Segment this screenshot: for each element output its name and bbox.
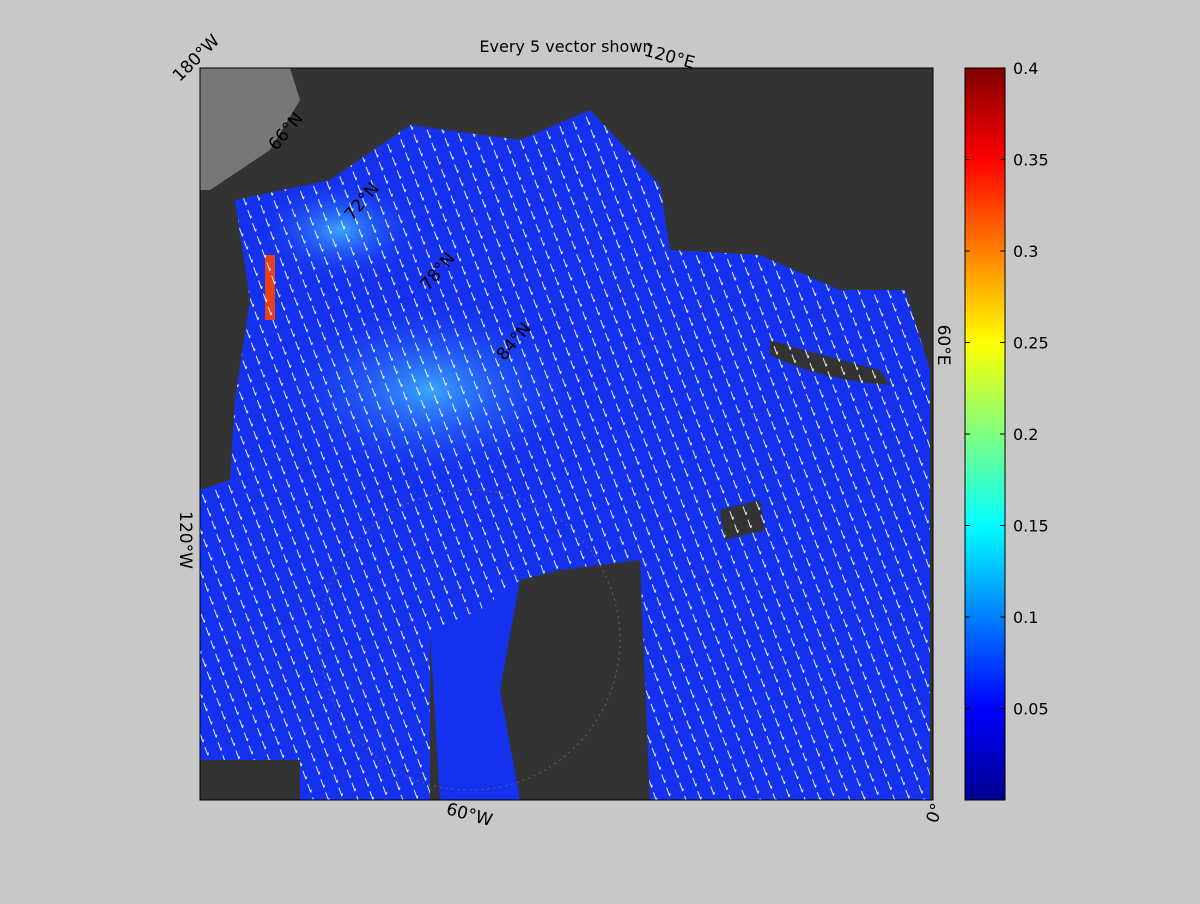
colorbar-ticks: 0.05 0.1 0.15 0.2 0.25 0.3 0.35 0.4 [965,59,1049,719]
velocity-vectors [200,110,930,800]
colorbar-tick-label: 0.3 [1013,242,1038,261]
colorbar [964,67,1006,801]
latitude-circle [319,489,621,791]
lon-label: 0° [923,801,948,826]
colorbar-tick-label: 0.4 [1013,59,1038,78]
colorbar-tick-label: 0.05 [1013,700,1049,719]
title: Every 5 vector shown [479,37,652,56]
baffin-bay [430,580,520,800]
map [200,68,933,800]
lon-label: 60°W [444,799,495,831]
colorbar-tick-label: 0.2 [1013,425,1038,444]
land-gray [200,68,300,190]
map-frame [199,67,934,801]
colorbar-tick-label: 0.25 [1013,334,1049,353]
colorbar-tick-label: 0.1 [1013,608,1038,627]
colorbar-tick-label: 0.15 [1013,517,1049,536]
colorbar-tick-label: 0.35 [1013,151,1049,170]
lon-label: 120°W [175,511,195,569]
lon-label: 60°E [933,325,953,366]
